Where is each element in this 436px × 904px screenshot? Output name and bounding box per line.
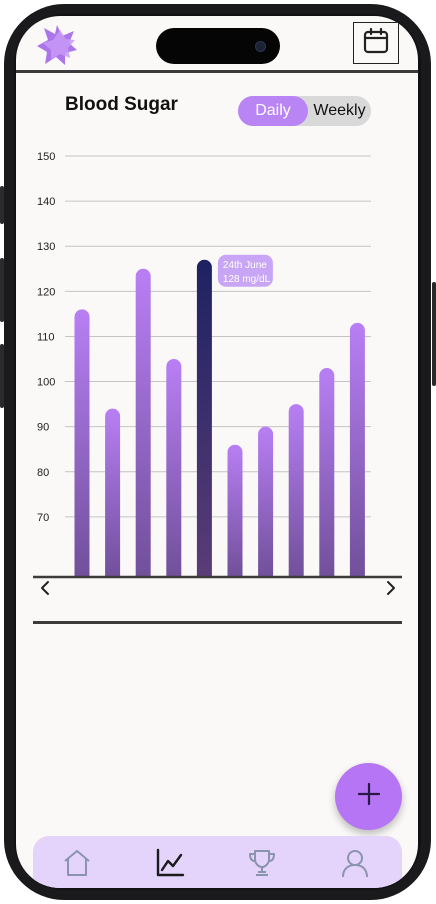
x-tick-label: 28/6 bbox=[350, 605, 366, 606]
chart-footer-divider bbox=[33, 621, 402, 624]
x-tick-label: 21/6 bbox=[105, 605, 121, 606]
y-tick-label: 80 bbox=[37, 467, 49, 479]
y-tick-label: 100 bbox=[37, 377, 55, 389]
y-tick-label: 130 bbox=[37, 241, 55, 253]
chart-bar bbox=[349, 322, 365, 576]
header-divider bbox=[16, 70, 418, 73]
toggle-weekly[interactable]: Weekly bbox=[313, 102, 366, 119]
chart-bar bbox=[258, 426, 274, 576]
x-tick-label: 23/6 bbox=[166, 605, 182, 606]
add-reading-button[interactable] bbox=[335, 763, 402, 830]
chart-line-icon bbox=[155, 848, 185, 883]
chart-bar bbox=[135, 268, 151, 576]
calendar-icon bbox=[362, 27, 390, 60]
chart-bar bbox=[105, 408, 121, 576]
tab-home[interactable] bbox=[60, 848, 94, 882]
y-tick-label: 140 bbox=[37, 196, 55, 208]
bottom-tab-bar bbox=[33, 836, 402, 888]
tooltip-value: 128 mg/dL bbox=[223, 274, 271, 285]
trophy-icon bbox=[247, 848, 277, 883]
chart-bar bbox=[166, 359, 182, 576]
tooltip-box bbox=[217, 254, 273, 287]
tab-profile[interactable] bbox=[338, 848, 372, 882]
chart-bar bbox=[227, 444, 243, 576]
action-button bbox=[0, 186, 4, 224]
y-tick-label: 150 bbox=[37, 151, 55, 163]
y-tick-label: 90 bbox=[37, 422, 49, 434]
page-title: Blood Sugar bbox=[65, 94, 178, 115]
x-tick-label: 27/6 bbox=[319, 605, 335, 606]
app-screen: Blood Sugar Daily Weekly 70 80 90 100 110 120… bbox=[16, 16, 418, 888]
chart-bar bbox=[319, 368, 335, 576]
next-page-button[interactable] bbox=[379, 578, 403, 602]
chevron-left-icon bbox=[39, 580, 51, 601]
tooltip-date: 24th June bbox=[223, 260, 267, 271]
previous-page-button[interactable] bbox=[33, 578, 57, 602]
x-tick-label: 20/6 bbox=[74, 605, 90, 606]
toggle-daily[interactable]: Daily bbox=[238, 96, 308, 126]
x-tick-label: 25/6 bbox=[227, 605, 243, 606]
tab-achievements[interactable] bbox=[245, 848, 279, 882]
calendar-button[interactable] bbox=[353, 22, 399, 64]
dynamic-island bbox=[156, 28, 280, 64]
front-camera bbox=[255, 41, 266, 52]
star-logo-icon[interactable] bbox=[36, 24, 78, 66]
volume-up-button bbox=[0, 258, 4, 322]
chart-bar bbox=[288, 404, 304, 576]
plus-icon bbox=[357, 782, 381, 811]
chart-bar bbox=[74, 309, 90, 576]
y-tick-label: 110 bbox=[37, 331, 55, 343]
user-icon bbox=[340, 848, 370, 883]
y-tick-label: 120 bbox=[37, 286, 55, 298]
volume-down-button bbox=[0, 344, 4, 408]
x-tick-label: 26/6 bbox=[288, 605, 304, 606]
power-button bbox=[432, 282, 436, 386]
range-toggle[interactable]: Daily Weekly bbox=[238, 96, 371, 126]
x-tick-label: 24/6 bbox=[197, 605, 213, 606]
y-tick-label: 70 bbox=[37, 512, 49, 524]
chevron-right-icon bbox=[385, 580, 397, 601]
home-icon bbox=[62, 848, 92, 883]
x-tick-label: 22/6 bbox=[135, 605, 151, 606]
x-tick-label: 25/6 bbox=[258, 605, 274, 606]
chart-bar-highlighted bbox=[196, 259, 212, 576]
tab-stats[interactable] bbox=[153, 848, 187, 882]
blood-sugar-chart: 70 80 90 100 110 120 130 140 150 20/6 21/6 22/6 23/6… bbox=[33, 151, 402, 606]
